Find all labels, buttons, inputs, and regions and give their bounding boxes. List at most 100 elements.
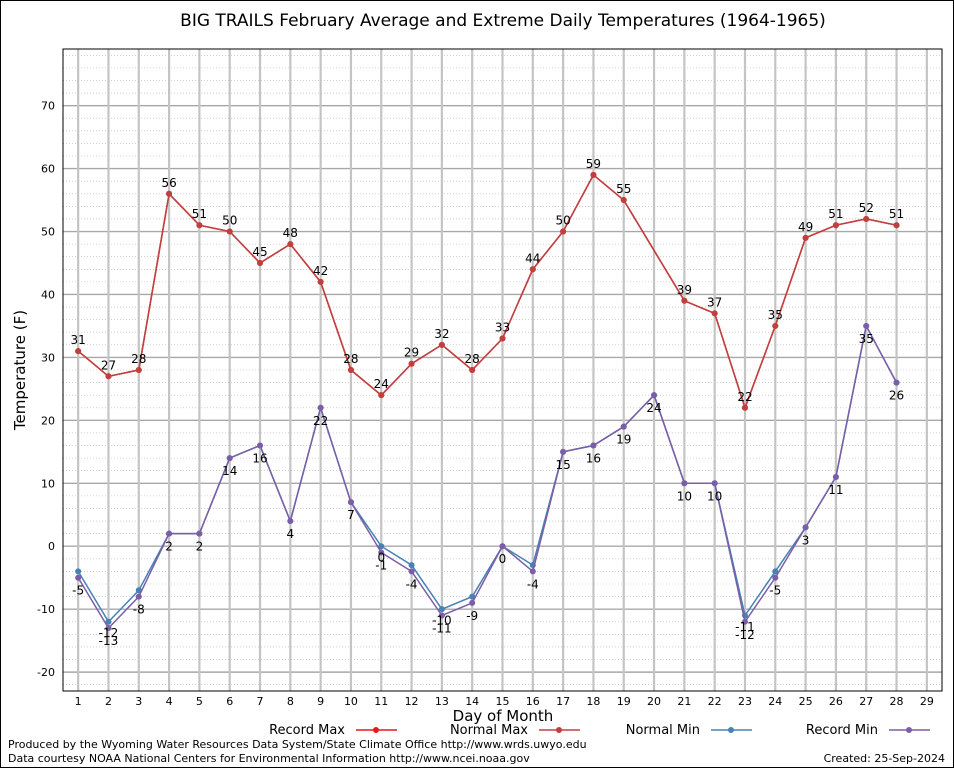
x-tick-label: 19	[617, 695, 631, 708]
x-axis-label: Day of Month	[453, 707, 554, 725]
x-tick-label: 22	[708, 695, 722, 708]
record-min-data-label: 35	[859, 332, 874, 346]
record-min-data-label: -1	[375, 559, 387, 573]
record-min-point	[135, 593, 142, 600]
record-max-data-label: 28	[343, 352, 358, 366]
legend-label-record-min: Record Min	[806, 723, 878, 738]
normal-max-point	[226, 228, 233, 235]
y-tick-label: 70	[41, 100, 55, 113]
normal-max-point	[75, 348, 82, 355]
x-tick-label: 26	[829, 695, 843, 708]
normal-max-point	[893, 222, 900, 229]
x-tick-label: 1	[75, 695, 82, 708]
x-tick-label: 20	[647, 695, 661, 708]
normal-max-point	[469, 367, 476, 373]
y-tick-label: 0	[48, 540, 55, 553]
record-min-data-label: 3	[802, 533, 810, 547]
record-max-data-label: 50	[555, 214, 570, 228]
y-tick-label: 50	[41, 226, 55, 239]
x-tick-label: 15	[496, 695, 510, 708]
normal-max-point	[317, 278, 324, 285]
x-tick-label: 14	[465, 695, 479, 708]
record-min-data-label: -11	[735, 620, 755, 634]
record-min-point	[863, 322, 870, 329]
record-min-data-label: 14	[222, 464, 237, 478]
record-max-data-label: 31	[71, 333, 86, 347]
record-max-data-label: 48	[283, 226, 298, 240]
x-tick-label: 27	[859, 695, 873, 708]
record-min-point	[378, 549, 385, 556]
record-min-data-label: -11	[432, 621, 452, 635]
x-tick-label: 16	[526, 695, 540, 708]
record-min-point	[347, 499, 354, 506]
record-max-data-label: 28	[465, 352, 480, 366]
record-min-data-label: 0	[377, 551, 385, 565]
normal-max-point	[620, 197, 627, 204]
created-date: Created: 25-Sep-2024	[824, 752, 945, 765]
record-min-data-label: -10	[432, 613, 452, 627]
record-min-point	[651, 392, 658, 399]
normal-max-point	[105, 373, 112, 380]
record-min-data-label: 24	[646, 401, 661, 415]
record-min-data-label: -9	[466, 609, 478, 623]
normal-max-point	[438, 341, 445, 348]
record-min-data-label: -4	[527, 577, 539, 591]
record-min-data-label: 26	[889, 389, 904, 403]
record-min-data-label: 4	[287, 527, 295, 541]
x-tick-label: 7	[257, 695, 264, 708]
normal-max-point	[590, 171, 597, 178]
record-max-data-label: 45	[252, 245, 267, 259]
record-max-data-label: 37	[707, 295, 722, 309]
record-min-point	[529, 568, 536, 575]
record-max-data-label: 39	[677, 283, 692, 297]
record-min-point	[499, 543, 506, 550]
normal-max-point	[741, 404, 748, 411]
x-tick-label: 29	[920, 695, 934, 708]
credit-line-1: Produced by the Wyoming Water Resources …	[8, 738, 587, 751]
record-min-data-label: -12	[99, 626, 119, 640]
normal-max-point	[257, 260, 264, 266]
record-min-data-label: 0	[499, 552, 507, 566]
record-min-point	[560, 448, 567, 455]
normal-max-point	[832, 222, 839, 229]
record-min-data-label: -5	[769, 584, 781, 598]
record-min-data-label: 15	[555, 458, 570, 472]
normal-min-point	[105, 618, 112, 625]
normal-min-point	[438, 606, 445, 613]
record-max-data-label: 35	[768, 308, 783, 322]
record-min-point	[226, 455, 233, 462]
y-tick-label: -20	[37, 666, 55, 679]
normal-max-point	[863, 215, 870, 222]
record-min-data-label: 16	[252, 452, 267, 466]
record-max-data-label: 51	[828, 207, 843, 221]
record-max-data-label: 50	[222, 214, 237, 228]
normal-max-point	[560, 228, 567, 235]
record-min-point	[196, 530, 203, 537]
y-tick-label: 40	[41, 288, 55, 301]
record-min-data-label: -4	[406, 577, 418, 591]
x-tick-label: 13	[435, 695, 449, 708]
normal-max-point	[287, 241, 294, 248]
normal-max-point	[196, 222, 203, 229]
record-min-data-label: 11	[828, 483, 843, 497]
x-tick-label: 10	[344, 695, 358, 708]
record-min-data-label: 7	[347, 508, 355, 522]
record-min-point	[832, 474, 839, 480]
record-max-data-label: 42	[313, 264, 328, 278]
record-min-data-label: 10	[677, 489, 692, 503]
y-tick-label: 60	[41, 163, 55, 176]
record-min-data-label: 10	[707, 489, 722, 503]
x-tick-label: 28	[890, 695, 904, 708]
record-min-point	[438, 612, 445, 619]
x-tick-label: 23	[738, 695, 752, 708]
record-min-point	[257, 442, 264, 449]
record-max-data-label: 44	[525, 251, 540, 265]
normal-min-point	[135, 587, 142, 594]
record-min-data-label: -5	[72, 584, 84, 598]
record-min-point	[317, 404, 324, 411]
record-min-point	[681, 480, 688, 487]
x-tick-label: 5	[196, 695, 203, 708]
plot-area-border	[62, 48, 943, 692]
